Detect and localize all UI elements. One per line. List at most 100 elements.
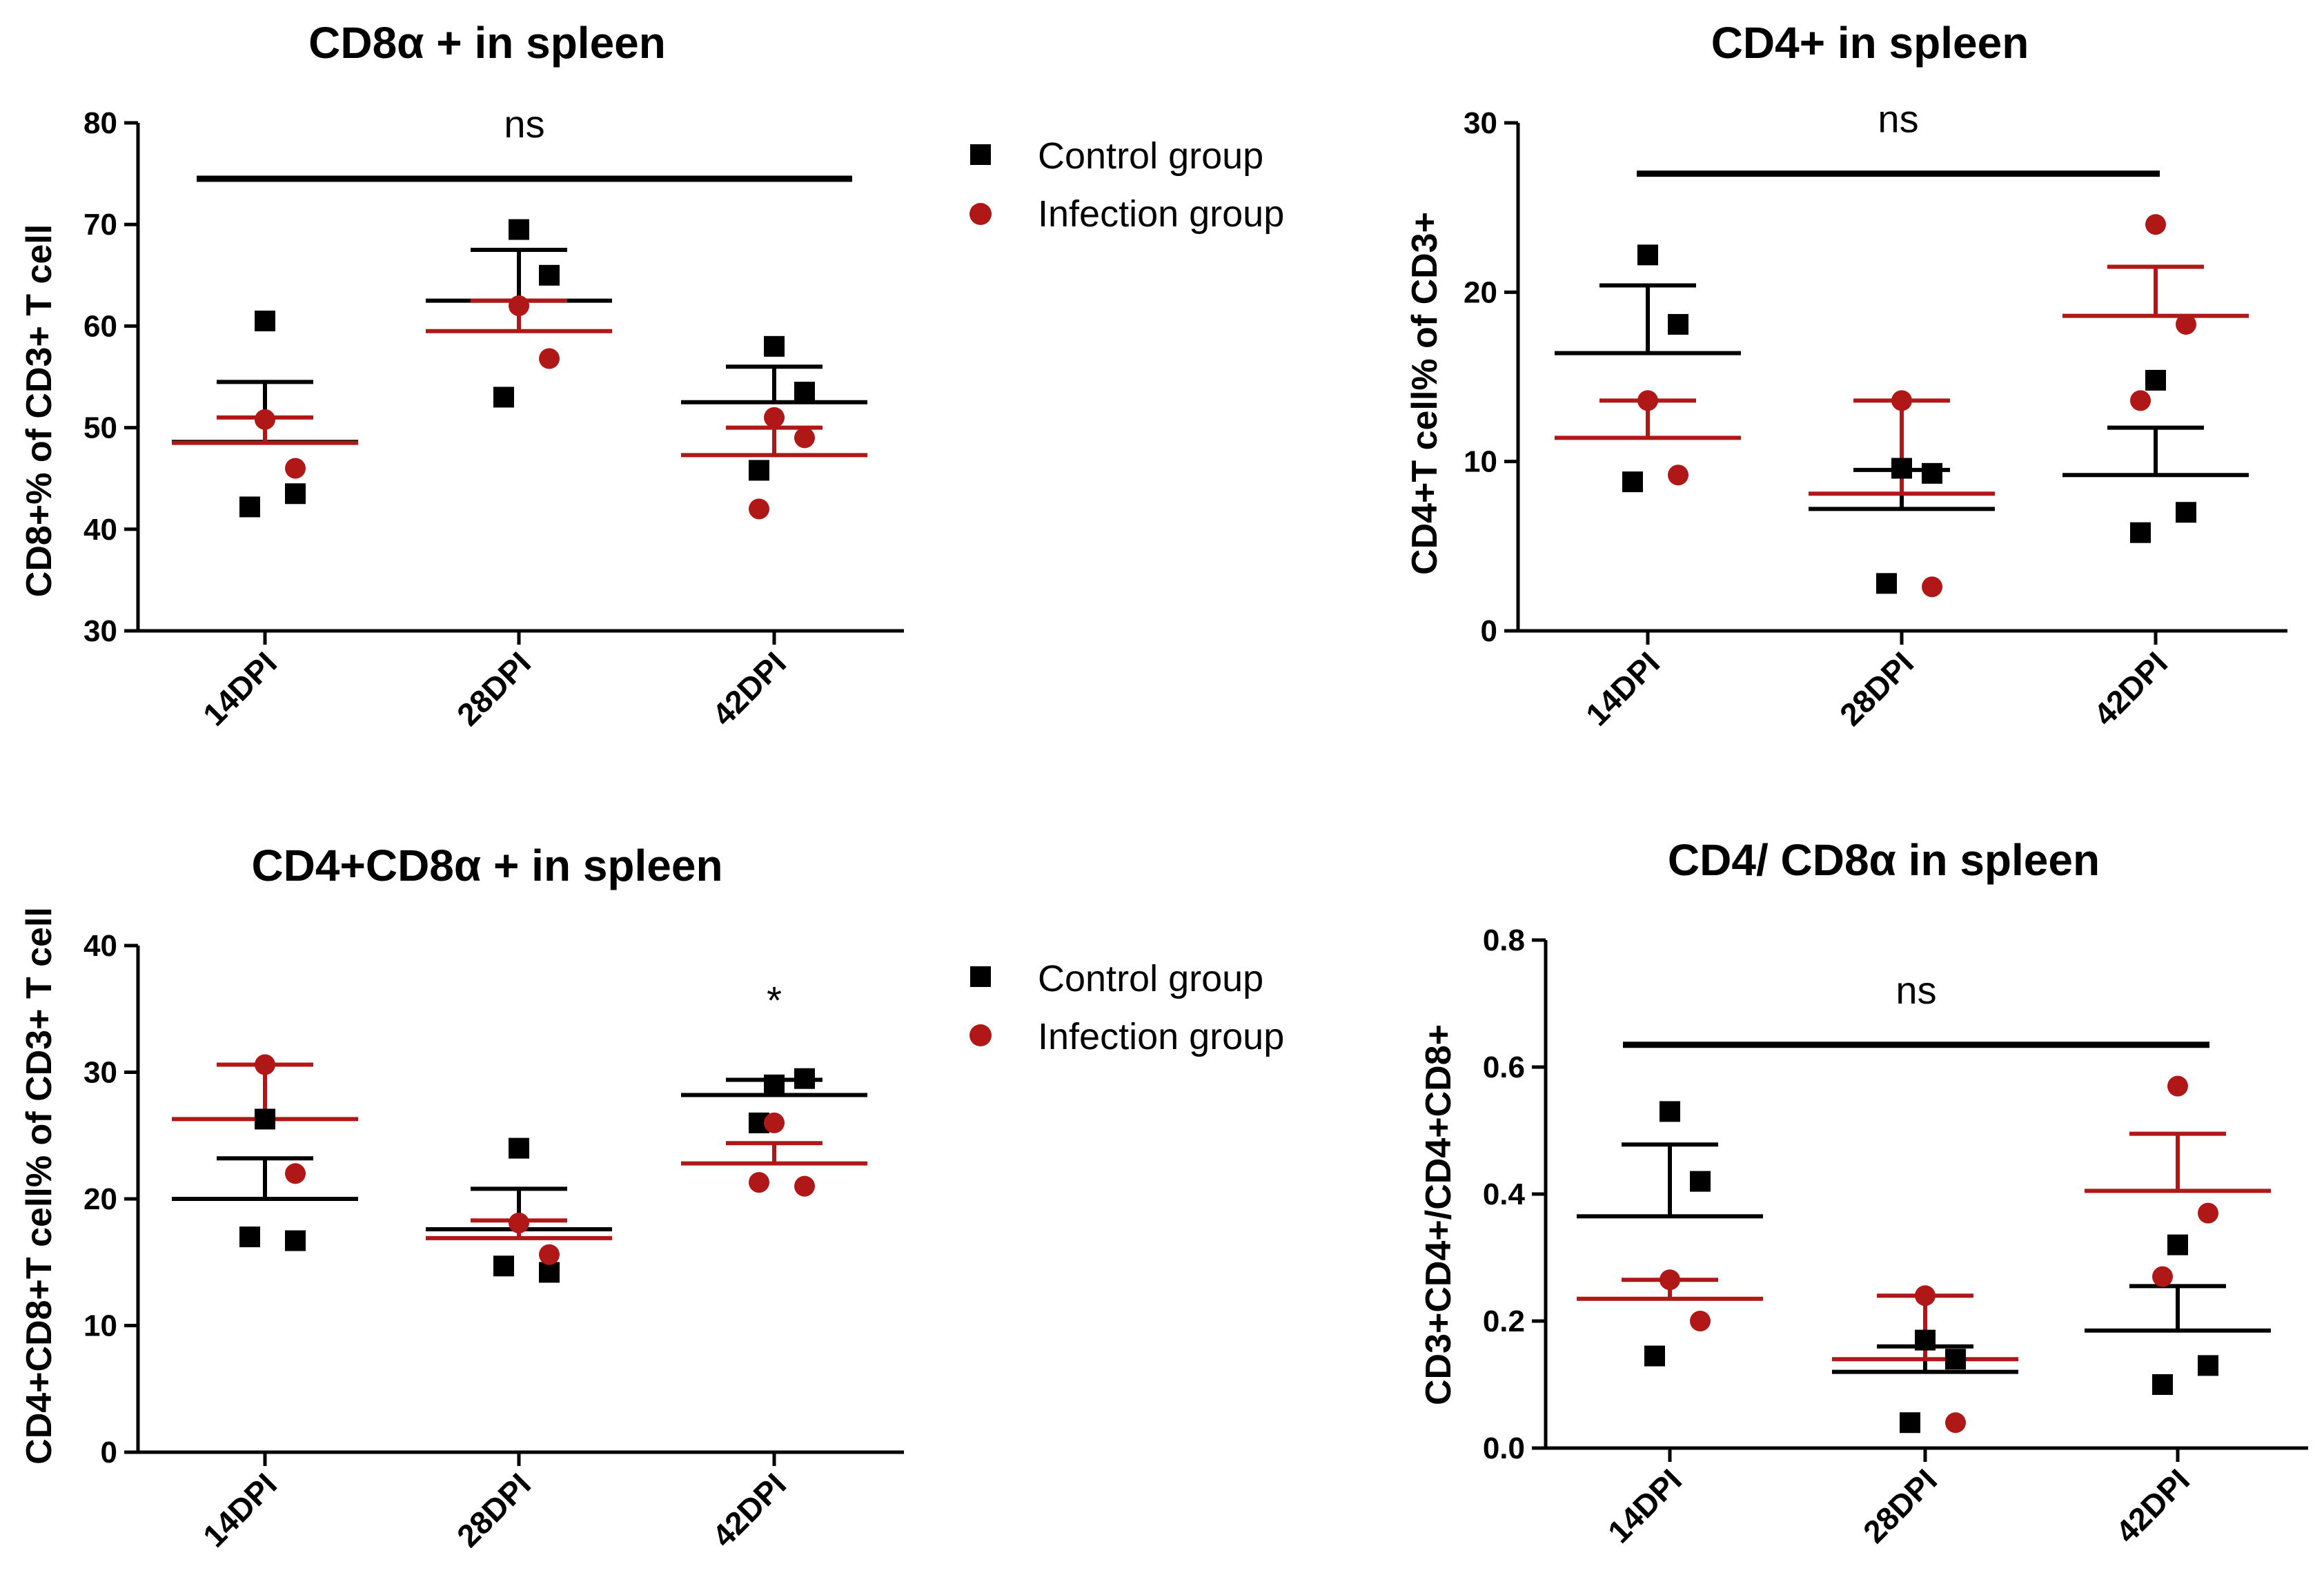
control-point xyxy=(1637,244,1658,266)
legend-infection-marker xyxy=(969,203,992,225)
control-point xyxy=(764,335,785,357)
control-point xyxy=(1690,1171,1711,1192)
y-tick-label: 0.2 xyxy=(1483,1304,1525,1338)
y-tick-label: 30 xyxy=(83,1056,117,1090)
y-tick-label: 0 xyxy=(101,1436,117,1469)
y-tick-label: 20 xyxy=(83,1182,117,1216)
control-point xyxy=(2176,502,2196,523)
control-point xyxy=(2145,369,2166,391)
panel-cd8-spleen: CD8α + in spleen CD8+% of CD3+ T cell 30… xyxy=(19,18,904,732)
y-tick-label: 0.8 xyxy=(1483,923,1525,957)
y-tick-label: 0.6 xyxy=(1483,1050,1525,1084)
infection-point xyxy=(764,1112,785,1133)
y-tick-label: 50 xyxy=(83,411,117,445)
control-point xyxy=(764,1074,785,1095)
legend-control-marker xyxy=(970,966,991,987)
y-tick-label: 30 xyxy=(1464,106,1497,140)
legend-infection-label: Infection group xyxy=(1038,1016,1284,1057)
infection-point xyxy=(2130,390,2151,411)
legend-control-label: Control group xyxy=(1038,135,1263,177)
chart-title: CD4+ in spleen xyxy=(1711,18,2029,68)
control-point xyxy=(285,483,306,505)
infection-point xyxy=(255,409,275,430)
infection-point xyxy=(509,295,529,316)
infection-point xyxy=(285,458,306,479)
y-tick-label: 60 xyxy=(83,309,117,343)
control-point xyxy=(1900,1412,1920,1434)
y-tick-label: 70 xyxy=(83,208,117,242)
infection-point xyxy=(794,1175,815,1197)
chart-title: CD8α + in spleen xyxy=(308,18,666,68)
panel-cd4cd8-spleen: CD4+CD8α + in spleen CD4+CD8+T cell% of … xyxy=(19,841,904,1554)
chart-title: CD4/ CD8α in spleen xyxy=(1668,835,2100,885)
panel-cd4-spleen: CD4+ in spleen CD4+T cell% of CD3+ 0 10 20… xyxy=(1405,18,2287,732)
control-point xyxy=(539,264,560,286)
infection-point xyxy=(764,407,785,428)
chart-title: CD4+CD8α + in spleen xyxy=(251,841,722,890)
control-point xyxy=(539,1262,560,1283)
y-tick-label: 0.4 xyxy=(1483,1177,1526,1211)
y-axis-title: CD3+CD4+/CD4+CD8+ xyxy=(1419,1024,1459,1405)
control-point xyxy=(2130,522,2151,543)
control-point xyxy=(255,1108,275,1130)
control-point xyxy=(749,460,769,481)
infection-point xyxy=(1690,1311,1711,1331)
infection-point xyxy=(749,498,769,520)
infection-point xyxy=(2152,1266,2173,1287)
legend-control-label: Control group xyxy=(1038,958,1263,999)
x-tick-label: 42DPI xyxy=(705,1466,793,1554)
infection-point xyxy=(1637,390,1658,411)
x-tick-label: 42DPI xyxy=(2109,1462,2196,1550)
infection-point xyxy=(2176,313,2196,335)
x-tick-label: 28DPI xyxy=(450,645,538,732)
y-tick-label: 40 xyxy=(83,929,117,963)
control-point xyxy=(493,1255,514,1277)
control-point xyxy=(239,496,260,518)
plot-area: 30 40 50 60 70 80 14DPI 28DPI 42DPI ns xyxy=(83,102,904,732)
y-tick-label: 0 xyxy=(1481,614,1497,648)
plot-area: 0 10 20 30 14DPI 28DPI 42DPI ns xyxy=(1464,97,2287,732)
control-point xyxy=(1644,1345,1665,1367)
control-point xyxy=(1922,462,1942,484)
control-point xyxy=(509,219,529,240)
x-tick-label: 14DPI xyxy=(1579,645,1666,732)
control-point xyxy=(2167,1234,2188,1255)
y-tick-label: 40 xyxy=(83,513,117,547)
y-tick-label: 30 xyxy=(83,614,117,648)
infection-point xyxy=(509,1212,529,1233)
significance-label: ns xyxy=(504,102,544,146)
x-tick-label: 14DPI xyxy=(196,645,284,732)
significance-label: ns xyxy=(1895,968,1936,1012)
infection-point xyxy=(539,1244,560,1265)
control-point xyxy=(285,1230,306,1251)
control-point xyxy=(794,1068,815,1089)
x-tick-label: 28DPI xyxy=(1856,1462,1944,1550)
control-point xyxy=(1660,1101,1680,1122)
panel-cd4-cd8-ratio-spleen: CD4/ CD8α in spleen CD3+CD4+/CD4+CD8+ 0.… xyxy=(1419,835,2308,1550)
legend-top: Control group Infection group xyxy=(969,135,1284,235)
x-tick-label: 42DPI xyxy=(705,645,793,732)
infection-point xyxy=(1945,1412,1966,1434)
plot-area: 0 10 20 30 40 14DPI 28DPI 42DPI * xyxy=(83,929,904,1554)
control-point xyxy=(1915,1329,1936,1351)
y-tick-label: 10 xyxy=(1464,445,1497,479)
control-point xyxy=(1622,471,1643,493)
control-point xyxy=(509,1137,529,1159)
y-tick-label: 10 xyxy=(83,1309,117,1343)
x-tick-label: 14DPI xyxy=(1601,1462,1688,1550)
y-tick-label: 80 xyxy=(83,106,117,140)
infection-point xyxy=(794,427,815,449)
y-axis-title: CD4+T cell% of CD3+ xyxy=(1405,212,1445,575)
control-point xyxy=(2152,1374,2173,1395)
plot-area: 0.0 0.2 0.4 0.6 0.8 14DPI 28DPI 42DPI ns xyxy=(1483,923,2308,1550)
legend-bottom: Control group Infection group xyxy=(969,958,1284,1057)
control-point xyxy=(1876,573,1897,594)
infection-point xyxy=(1922,576,1942,598)
significance-label: * xyxy=(767,978,782,1022)
infection-point xyxy=(255,1054,275,1075)
control-point xyxy=(1945,1349,1966,1370)
infection-point xyxy=(539,348,560,369)
control-point xyxy=(239,1226,260,1248)
infection-point xyxy=(2198,1202,2218,1224)
